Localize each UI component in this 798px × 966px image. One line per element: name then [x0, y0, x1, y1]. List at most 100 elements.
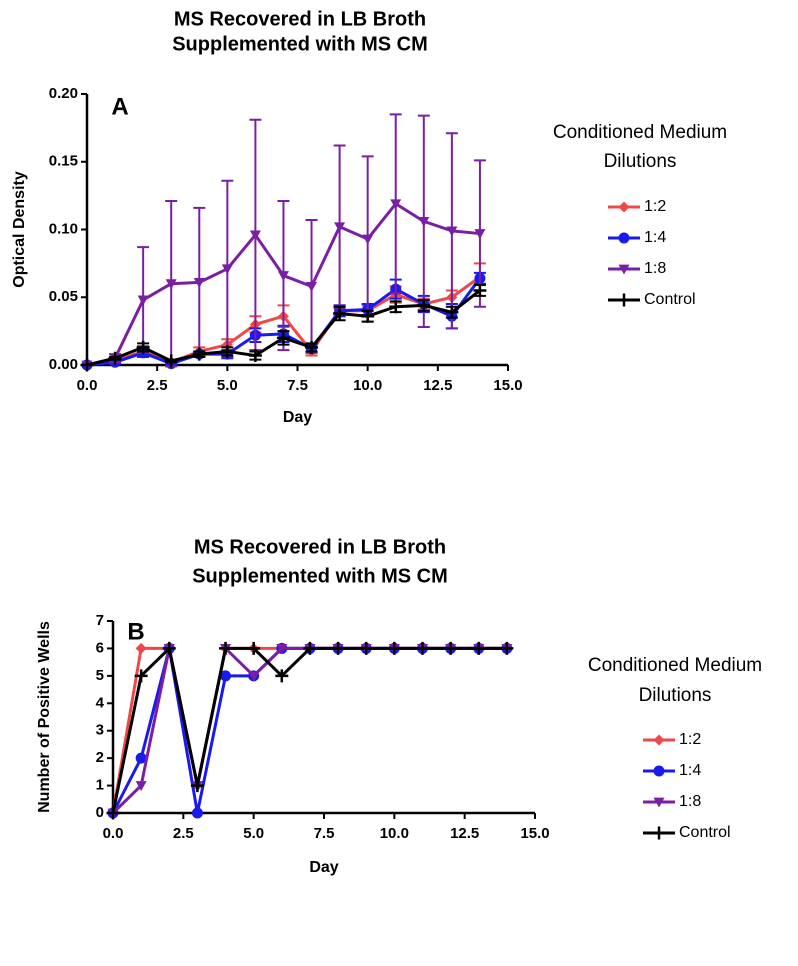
marker: [653, 734, 665, 746]
x-tick-label: 0.0: [103, 825, 124, 842]
marker: [333, 307, 347, 321]
x-tick-label: 12.5: [450, 825, 479, 842]
legend-label: 1:2: [679, 731, 701, 748]
marker: [303, 641, 317, 655]
marker: [305, 340, 319, 354]
marker: [362, 234, 374, 245]
marker: [389, 300, 403, 314]
marker: [135, 781, 147, 792]
marker: [106, 806, 120, 820]
marker: [221, 264, 233, 275]
y-tick-label: 3: [96, 722, 104, 739]
series-line: [111, 646, 507, 815]
marker: [446, 226, 458, 237]
marker: [276, 331, 290, 345]
x-tick-label: 7.5: [287, 377, 308, 394]
marker: [390, 199, 402, 210]
marker: [387, 641, 401, 655]
x-tick-label: 5.0: [217, 377, 238, 394]
marker: [191, 807, 203, 819]
marker: [193, 277, 205, 288]
legend-label: Control: [679, 824, 731, 841]
y-axis-title: Number of Positive Wells: [36, 621, 53, 813]
y-tick-label: 5: [96, 667, 104, 684]
marker: [162, 641, 176, 655]
marker: [306, 282, 318, 292]
marker: [249, 230, 261, 241]
marker: [164, 354, 178, 368]
marker: [108, 351, 122, 365]
y-tick-label: 4: [96, 694, 105, 711]
marker: [474, 229, 486, 240]
marker: [361, 309, 375, 323]
y-tick-label: 7: [96, 612, 104, 629]
chart-title: MS Recovered in LB Broth: [194, 536, 446, 558]
y-tick-label: 0: [96, 804, 104, 821]
legend-label: 1:4: [679, 762, 701, 779]
x-tick-label: 10.0: [353, 377, 382, 394]
marker: [192, 347, 206, 361]
marker: [500, 641, 514, 655]
marker: [248, 671, 260, 682]
legend-label: 1:8: [679, 793, 701, 810]
y-tick-label: 0.15: [49, 153, 78, 170]
legend-title: Conditioned Medium: [588, 655, 762, 676]
chart-title: MS Recovered in LB Broth: [174, 8, 426, 30]
marker: [277, 271, 289, 282]
marker: [80, 358, 94, 372]
x-tick-label: 7.5: [314, 825, 335, 842]
marker: [137, 295, 149, 306]
y-tick-label: 6: [96, 639, 104, 656]
marker: [331, 641, 345, 655]
marker: [247, 641, 261, 655]
marker: [334, 222, 346, 233]
y-tick-label: 0.05: [49, 288, 78, 305]
marker: [652, 826, 666, 840]
y-tick-label: 0.20: [49, 85, 78, 102]
x-tick-label: 2.5: [147, 377, 168, 394]
marker: [190, 779, 204, 793]
legend-title: Dilutions: [604, 151, 677, 172]
marker: [220, 344, 234, 358]
x-tick-label: 15.0: [520, 825, 549, 842]
marker: [618, 264, 630, 275]
marker: [135, 752, 147, 764]
x-tick-label: 0.0: [77, 377, 98, 394]
marker: [275, 669, 289, 683]
marker: [617, 293, 631, 307]
marker: [618, 201, 630, 213]
legend-label: 1:2: [644, 198, 666, 215]
marker: [134, 669, 148, 683]
marker: [165, 279, 177, 290]
legend-title: Conditioned Medium: [553, 122, 727, 143]
marker: [417, 298, 431, 312]
marker: [220, 670, 232, 682]
panel-label: B: [127, 618, 144, 645]
marker: [248, 349, 262, 363]
y-tick-label: 1: [96, 777, 104, 794]
x-tick-label: 5.0: [243, 825, 264, 842]
legend-title: Dilutions: [639, 685, 712, 706]
marker: [445, 305, 459, 319]
marker: [415, 641, 429, 655]
x-tick-label: 2.5: [173, 825, 194, 842]
legend-label: 1:8: [644, 260, 666, 277]
marker: [653, 765, 665, 777]
x-axis-title: Day: [309, 859, 338, 876]
legend-label: Control: [644, 291, 696, 308]
chart-title: Supplemented with MS CM: [172, 33, 428, 55]
legend-label: 1:4: [644, 229, 666, 246]
x-tick-label: 15.0: [493, 377, 522, 394]
marker: [219, 641, 233, 655]
y-axis-title: Optical Density: [11, 171, 28, 288]
x-axis-title: Day: [283, 409, 312, 426]
marker: [618, 232, 630, 244]
marker: [359, 641, 373, 655]
marker: [473, 283, 487, 297]
panel-label: A: [111, 93, 128, 120]
marker: [444, 641, 458, 655]
marker: [418, 216, 430, 227]
y-tick-label: 0.10: [49, 220, 78, 237]
